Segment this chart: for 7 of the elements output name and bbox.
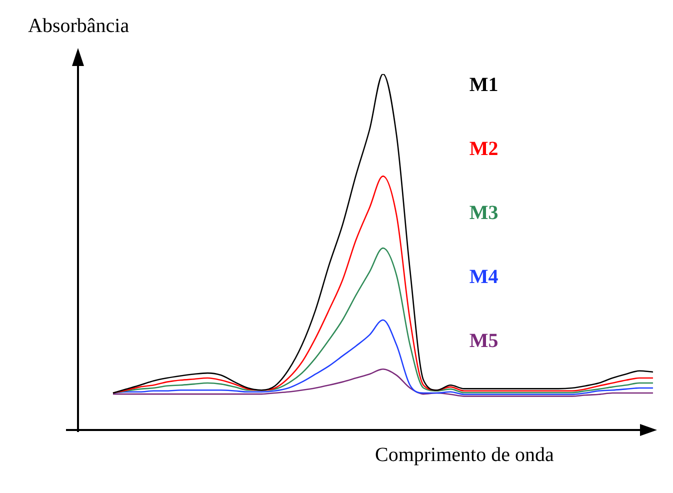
- y-axis-title: Absorbância: [28, 15, 130, 38]
- text: M3: [469, 202, 498, 224]
- text: M5: [469, 330, 498, 352]
- x-axis-title: Comprimento de onda: [375, 444, 554, 467]
- text: M4: [469, 266, 498, 288]
- text: M2: [469, 138, 498, 160]
- text: M1: [469, 74, 498, 96]
